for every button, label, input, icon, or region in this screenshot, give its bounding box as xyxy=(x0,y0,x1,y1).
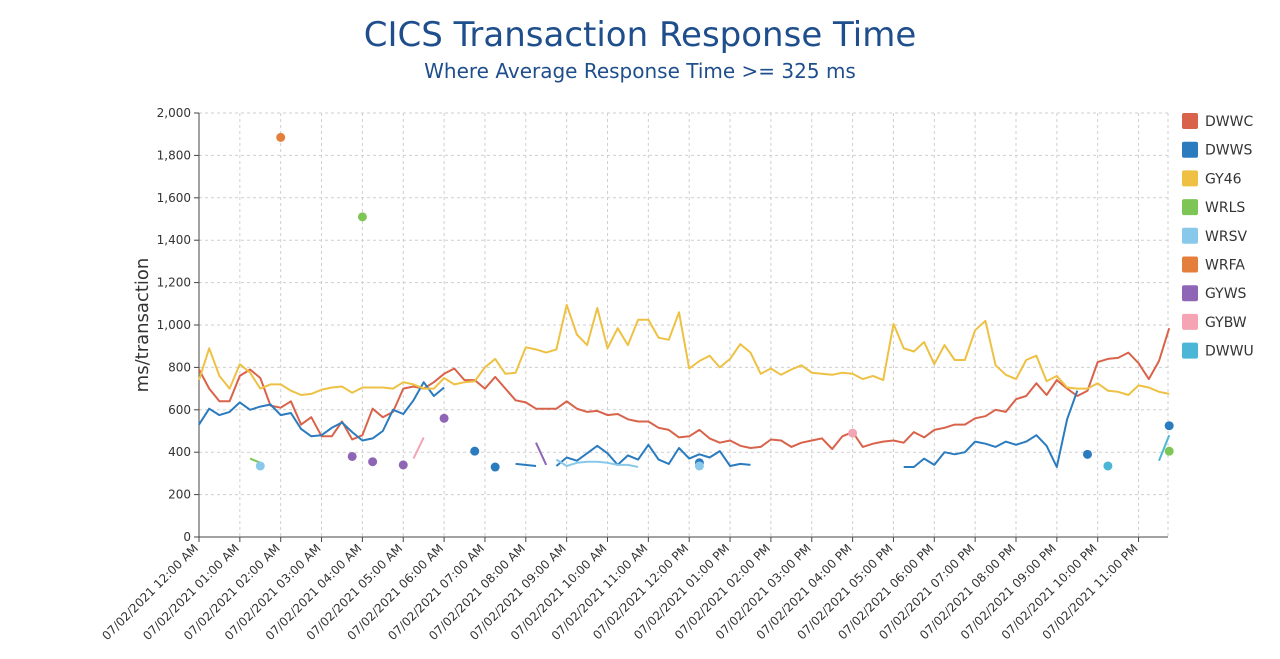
chart-title: CICS Transaction Response Time xyxy=(363,15,917,55)
series-line xyxy=(198,327,1171,450)
legend-item-wrfa[interactable]: WRFA xyxy=(1182,256,1245,274)
series-line xyxy=(903,390,1079,468)
series-wrsv xyxy=(255,458,704,471)
data-point xyxy=(398,460,408,470)
series-layer xyxy=(198,132,1174,472)
legend-label: DWWS xyxy=(1205,143,1252,159)
data-point xyxy=(490,462,500,472)
y-tick-label: 0 xyxy=(183,530,191,544)
data-point xyxy=(439,413,449,423)
legend-label: GYWS xyxy=(1205,286,1247,302)
data-point xyxy=(255,461,265,471)
legend-swatch xyxy=(1182,313,1198,330)
legend-swatch xyxy=(1182,113,1198,129)
series-gyws xyxy=(347,413,548,470)
y-tick-label: 800 xyxy=(168,360,191,374)
y-tick-label: 200 xyxy=(168,488,191,502)
legend-swatch xyxy=(1182,227,1198,244)
y-tick-label: 1,800 xyxy=(157,148,191,162)
legend-item-dwwc[interactable]: DWWC xyxy=(1182,113,1253,130)
legend-item-gyws[interactable]: GYWS xyxy=(1182,285,1247,302)
series-dwwc xyxy=(198,327,1171,450)
series-line xyxy=(535,442,548,466)
legend-swatch xyxy=(1182,256,1198,273)
y-axis-label: ms/transaction xyxy=(132,258,153,393)
data-point xyxy=(1082,449,1092,459)
series-line xyxy=(198,381,445,442)
legend-item-dwwu[interactable]: DWWU xyxy=(1182,342,1254,360)
y-tick-label: 400 xyxy=(168,445,191,459)
legend-item-wrsv[interactable]: WRSV xyxy=(1182,227,1247,245)
y-tick-label: 1,600 xyxy=(157,191,191,205)
series-gy46 xyxy=(198,303,1170,396)
legend-label: WRFA xyxy=(1205,258,1245,274)
legend-label: WRSV xyxy=(1205,229,1247,245)
legend-label: WRLS xyxy=(1205,200,1245,216)
y-tick-label: 1,400 xyxy=(157,233,191,247)
legend-item-gy46[interactable]: GY46 xyxy=(1182,170,1242,187)
series-wrls xyxy=(249,212,1174,464)
y-tick-label: 2,000 xyxy=(157,106,191,120)
y-tick-label: 1,200 xyxy=(157,276,191,290)
legend-label: GYBW xyxy=(1205,315,1247,331)
series-dwws xyxy=(198,381,1174,472)
title-block: CICS Transaction Response Time Where Ave… xyxy=(0,12,1280,84)
series-dwwu xyxy=(1103,434,1171,471)
series-line xyxy=(1158,434,1171,462)
y-tick-label: 1,000 xyxy=(157,318,191,332)
series-line xyxy=(555,458,639,468)
legend-swatch xyxy=(1182,342,1198,359)
legend-swatch xyxy=(1182,170,1198,187)
data-point xyxy=(1164,421,1174,431)
legend-label: DWWU xyxy=(1205,344,1254,360)
data-point xyxy=(368,457,378,467)
legend-item-wrls[interactable]: WRLS xyxy=(1182,199,1245,216)
series-line xyxy=(515,462,537,467)
legend-label: GY46 xyxy=(1205,171,1242,187)
series-line xyxy=(555,443,751,467)
data-point xyxy=(1164,446,1174,456)
legend-label: DWWC xyxy=(1205,114,1253,130)
series-wrfa xyxy=(276,132,286,142)
legend-item-dwws[interactable]: DWWS xyxy=(1182,141,1252,159)
chart-subtitle: Where Average Response Time >= 325 ms xyxy=(424,59,856,83)
data-point xyxy=(357,212,367,222)
legend-item-gybw[interactable]: GYBW xyxy=(1182,313,1247,331)
legend-swatch xyxy=(1182,285,1198,302)
data-point xyxy=(848,428,858,438)
legend-swatch xyxy=(1182,199,1198,216)
series-line xyxy=(412,436,425,460)
data-point xyxy=(694,461,704,471)
data-point xyxy=(1103,461,1113,471)
data-point xyxy=(276,132,286,142)
legend: DWWC DWWS GY46 WRLS WRSV WRFA GYWS GYBW DWWU xyxy=(1182,113,1254,360)
series-line xyxy=(198,303,1170,396)
grid-lines xyxy=(199,112,1169,537)
legend-swatch xyxy=(1182,141,1198,158)
y-tick-label: 600 xyxy=(168,403,191,417)
data-point xyxy=(470,446,480,456)
y-axis-ticks: 0 200 400 600 800 1,000 1,200 1,400 1,600 1,800 2,… xyxy=(157,106,199,544)
series-gybw xyxy=(412,428,858,460)
data-point xyxy=(347,451,357,461)
